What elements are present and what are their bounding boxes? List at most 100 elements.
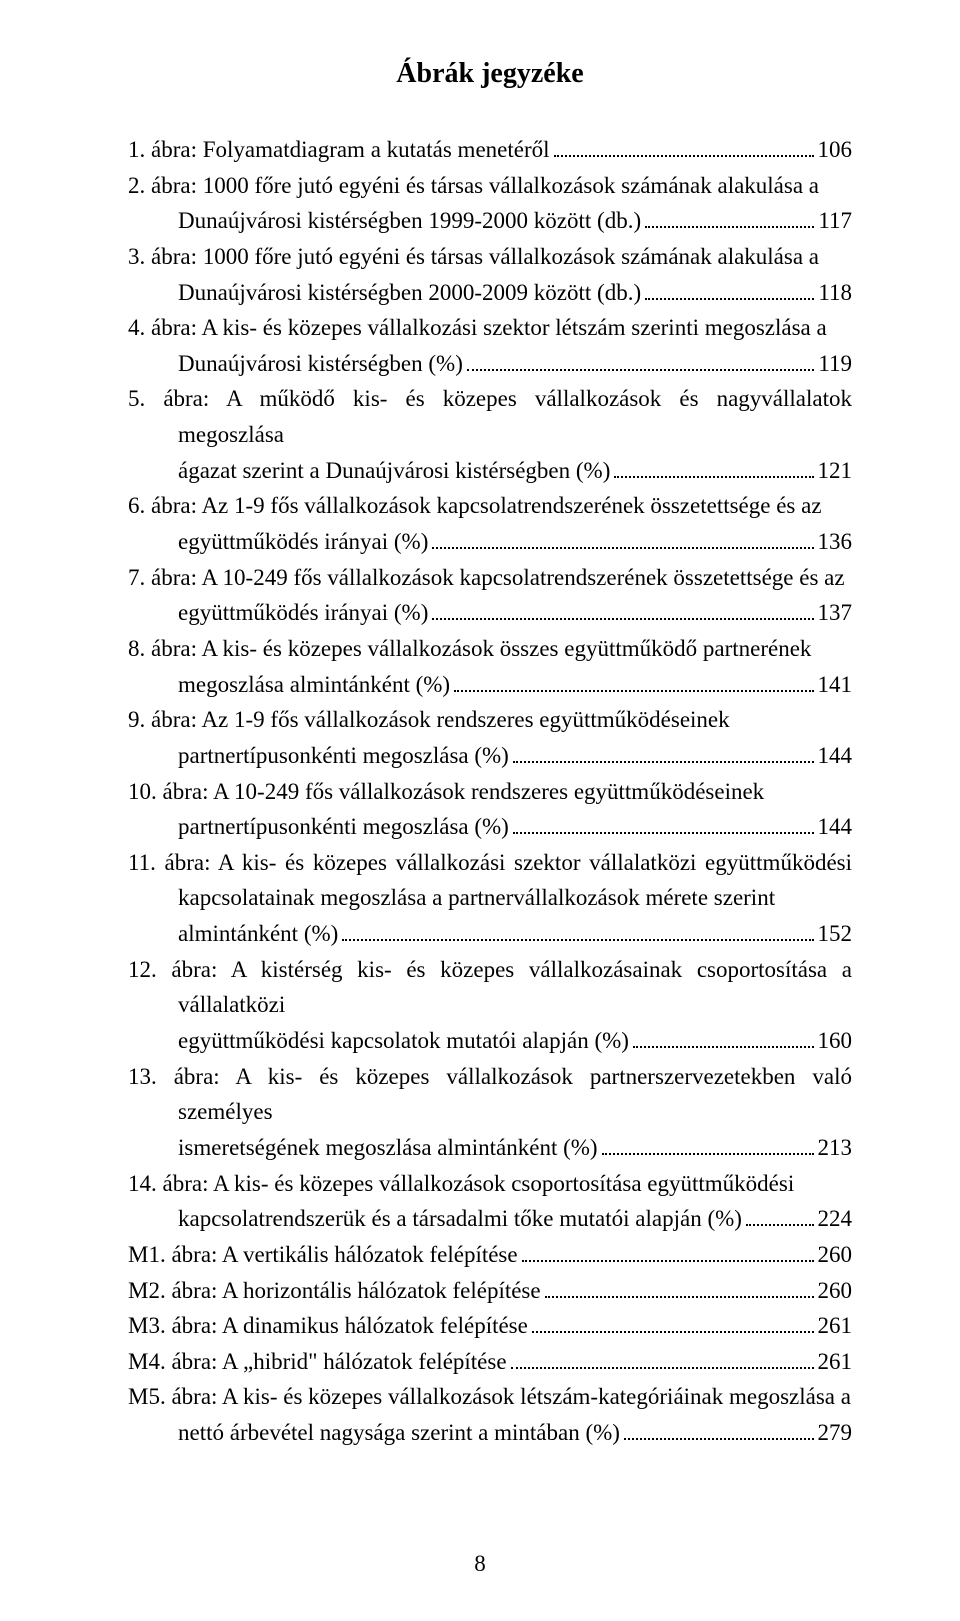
entry-tail: M4. ábra: A „hibrid" hálózatok felépítés…	[128, 1344, 507, 1380]
entry-last-line: M1. ábra: A vertikális hálózatok felépít…	[128, 1237, 852, 1273]
dot-leader	[633, 1030, 814, 1048]
entry-tail: kapcsolatrendszerük és a társadalmi tőke…	[178, 1201, 742, 1237]
entry-last-line: együttműködés irányai (%) 137	[128, 595, 852, 631]
entry-tail: Dunaújvárosi kistérségben 1999-2000 közö…	[178, 203, 641, 239]
entry-page-number: 117	[818, 203, 852, 239]
entry-page-number: 160	[818, 1023, 853, 1059]
dot-leader	[554, 139, 814, 157]
entry-tail: Dunaújvárosi kistérségben 2000-2009 közö…	[178, 275, 641, 311]
list-item: 14. ábra: A kis- és közepes vállalkozáso…	[128, 1166, 852, 1237]
dot-leader	[602, 1137, 814, 1155]
dot-leader	[511, 1350, 814, 1368]
entry-page-number: 152	[818, 916, 853, 952]
dot-leader	[467, 352, 814, 370]
entry-tail: megoszlása almintánként (%)	[178, 667, 450, 703]
dot-leader	[522, 1243, 814, 1261]
entry-page-number: 261	[818, 1344, 853, 1380]
entry-last-line: almintánként (%) 152	[128, 916, 852, 952]
list-item: 5. ábra: A működő kis- és közepes vállal…	[128, 381, 852, 488]
entry-text: 3. ábra: 1000 főre jutó egyéni és társas…	[128, 239, 852, 275]
entry-tail: partnertípusonkénti megoszlása (%)	[178, 738, 509, 774]
entry-tail: M2. ábra: A horizontális hálózatok felép…	[128, 1273, 541, 1309]
list-item: M5. ábra: A kis- és közepes vállalkozáso…	[128, 1379, 852, 1450]
list-item: 6. ábra: Az 1-9 fős vállalkozások kapcso…	[128, 488, 852, 559]
list-item: M2. ábra: A horizontális hálózatok felép…	[128, 1273, 852, 1309]
entry-tail: ágazat szerint a Dunaújvárosi kistérségb…	[178, 453, 610, 489]
entry-text: 9. ábra: Az 1-9 fős vállalkozások rendsz…	[128, 702, 852, 738]
list-item: 2. ábra: 1000 főre jutó egyéni és társas…	[128, 168, 852, 239]
entry-page-number: 136	[818, 524, 853, 560]
entry-tail: M3. ábra: A dinamikus hálózatok felépíté…	[128, 1308, 528, 1344]
entry-page-number: 106	[818, 132, 853, 168]
dot-leader	[645, 281, 814, 299]
entry-last-line: kapcsolatrendszerük és a társadalmi tőke…	[128, 1201, 852, 1237]
entry-text: 13. ábra: A kis- és közepes vállalkozáso…	[128, 1059, 852, 1130]
entry-page-number: 137	[818, 595, 853, 631]
page-number: 8	[0, 1551, 960, 1577]
entry-text: 5. ábra: A működő kis- és közepes vállal…	[128, 381, 852, 452]
entry-text: 10. ábra: A 10-249 fős vállalkozások ren…	[128, 774, 852, 810]
list-item: 12. ábra: A kistérség kis- és közepes vá…	[128, 952, 852, 1059]
dot-leader	[545, 1279, 814, 1297]
entry-tail: együttműködési kapcsolatok mutatói alapj…	[178, 1023, 629, 1059]
dot-leader	[614, 459, 813, 477]
entry-last-line: ismeretségének megoszlása almintánként (…	[128, 1130, 852, 1166]
entry-page-number: 141	[818, 667, 853, 703]
entry-page-number: 144	[818, 809, 853, 845]
entry-tail: partnertípusonkénti megoszlása (%)	[178, 809, 509, 845]
entry-text: 2. ábra: 1000 főre jutó egyéni és társas…	[128, 168, 852, 204]
dot-leader	[645, 210, 814, 228]
dot-leader	[432, 602, 813, 620]
list-item: 1. ábra: Folyamatdiagram a kutatás menet…	[128, 132, 852, 168]
entry-last-line: ágazat szerint a Dunaújvárosi kistérségb…	[128, 453, 852, 489]
entry-page-number: 260	[818, 1273, 853, 1309]
entry-tail: M1. ábra: A vertikális hálózatok felépít…	[128, 1237, 518, 1273]
entry-last-line: nettó árbevétel nagysága szerint a mintá…	[128, 1415, 852, 1451]
entry-page-number: 144	[818, 738, 853, 774]
dot-leader	[513, 745, 814, 763]
dot-leader	[342, 923, 813, 941]
entry-page-number: 260	[818, 1237, 853, 1273]
list-item: 3. ábra: 1000 főre jutó egyéni és társas…	[128, 239, 852, 310]
entry-tail: együttműködés irányai (%)	[178, 524, 428, 560]
entry-tail: 1. ábra: Folyamatdiagram a kutatás menet…	[128, 132, 550, 168]
list-item: M4. ábra: A „hibrid" hálózatok felépítés…	[128, 1344, 852, 1380]
entry-last-line: M3. ábra: A dinamikus hálózatok felépíté…	[128, 1308, 852, 1344]
entry-last-line: M4. ábra: A „hibrid" hálózatok felépítés…	[128, 1344, 852, 1380]
list-item: 11. ábra: A kis- és közepes vállalkozási…	[128, 845, 852, 952]
entry-text: 4. ábra: A kis- és közepes vállalkozási …	[128, 310, 852, 346]
entry-page-number: 279	[818, 1415, 853, 1451]
entry-last-line: Dunaújvárosi kistérségben (%) 119	[128, 346, 852, 382]
entry-tail: nettó árbevétel nagysága szerint a mintá…	[178, 1415, 620, 1451]
dot-leader	[532, 1315, 814, 1333]
entry-last-line: partnertípusonkénti megoszlása (%) 144	[128, 809, 852, 845]
entry-last-line: együttműködési kapcsolatok mutatói alapj…	[128, 1023, 852, 1059]
entry-page-number: 121	[818, 453, 853, 489]
dot-leader	[746, 1208, 814, 1226]
entry-last-line: M2. ábra: A horizontális hálózatok felép…	[128, 1273, 852, 1309]
entry-text: 12. ábra: A kistérség kis- és közepes vá…	[128, 952, 852, 1023]
list-item: M1. ábra: A vertikális hálózatok felépít…	[128, 1237, 852, 1273]
entry-text: 14. ábra: A kis- és közepes vállalkozáso…	[128, 1166, 852, 1202]
entry-page-number: 224	[818, 1201, 853, 1237]
entry-text: 11. ábra: A kis- és közepes vállalkozási…	[128, 845, 852, 916]
dot-leader	[624, 1422, 814, 1440]
entry-tail: együttműködés irányai (%)	[178, 595, 428, 631]
entry-page-number: 213	[818, 1130, 853, 1166]
list-item: 9. ábra: Az 1-9 fős vállalkozások rendsz…	[128, 702, 852, 773]
entry-page-number: 261	[818, 1308, 853, 1344]
page-container: Ábrák jegyzéke 1. ábra: Folyamatdiagram …	[0, 0, 960, 1621]
entry-tail: ismeretségének megoszlása almintánként (…	[178, 1130, 598, 1166]
entry-text: M5. ábra: A kis- és közepes vállalkozáso…	[128, 1379, 852, 1415]
entry-text: 6. ábra: Az 1-9 fős vállalkozások kapcso…	[128, 488, 852, 524]
list-item: 4. ábra: A kis- és közepes vállalkozási …	[128, 310, 852, 381]
list-item: 10. ábra: A 10-249 fős vállalkozások ren…	[128, 774, 852, 845]
entry-last-line: együttműködés irányai (%) 136	[128, 524, 852, 560]
entry-last-line: partnertípusonkénti megoszlása (%) 144	[128, 738, 852, 774]
page-title: Ábrák jegyzéke	[128, 58, 852, 90]
list-item: 13. ábra: A kis- és közepes vállalkozáso…	[128, 1059, 852, 1166]
dot-leader	[513, 816, 814, 834]
entry-last-line: Dunaújvárosi kistérségben 1999-2000 közö…	[128, 203, 852, 239]
list-item: 7. ábra: A 10-249 fős vállalkozások kapc…	[128, 560, 852, 631]
entry-last-line: Dunaújvárosi kistérségben 2000-2009 közö…	[128, 275, 852, 311]
